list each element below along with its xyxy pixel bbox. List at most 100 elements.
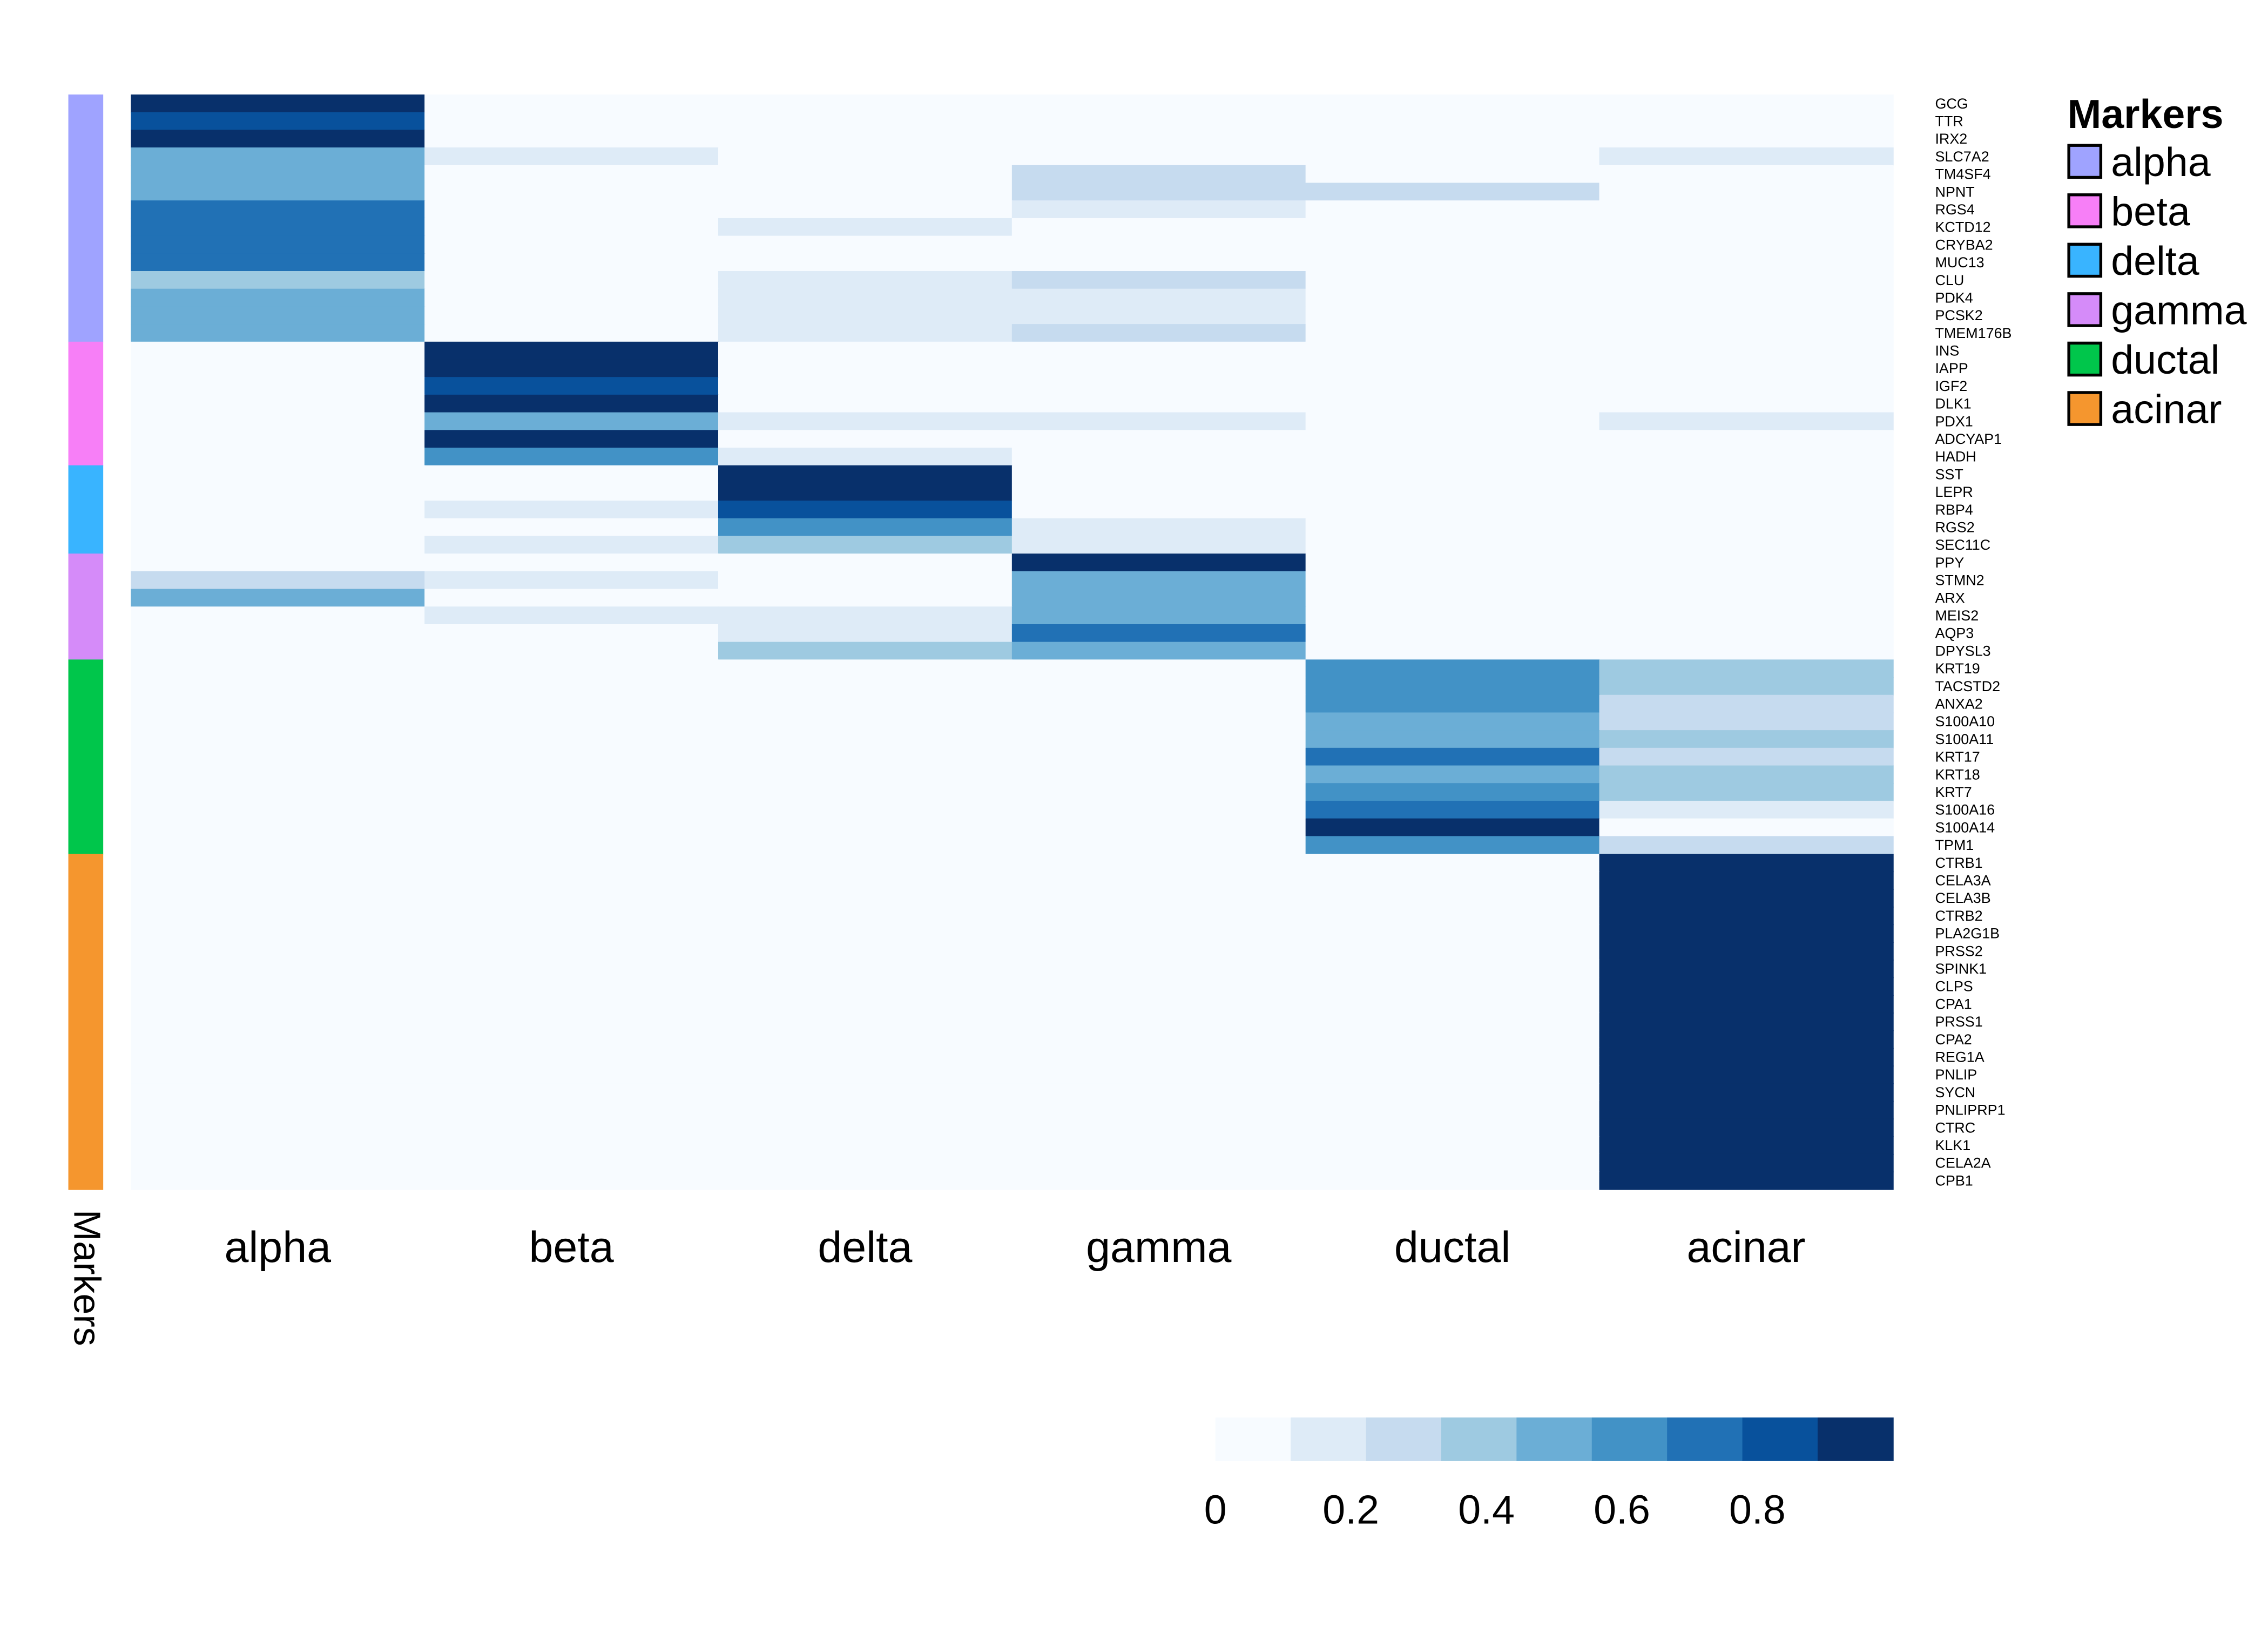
heatmap-cell bbox=[1599, 624, 1894, 643]
heatmap-cell bbox=[1011, 130, 1307, 148]
heatmap-cell bbox=[1599, 536, 1894, 555]
heatmap-cell bbox=[131, 712, 426, 731]
gene-label: PDK4 bbox=[1935, 289, 1973, 306]
heatmap-cell bbox=[1599, 836, 1894, 855]
heatmap-cell bbox=[131, 571, 426, 590]
heatmap-cell bbox=[1305, 1065, 1600, 1084]
heatmap-cell bbox=[1011, 1153, 1307, 1172]
color-scale-bin bbox=[1441, 1417, 1517, 1461]
heatmap-cell bbox=[131, 624, 426, 643]
heatmap-cell bbox=[718, 218, 1013, 237]
heatmap-cell bbox=[131, 606, 426, 625]
heatmap-cell bbox=[1599, 394, 1894, 413]
heatmap-cell bbox=[1305, 341, 1600, 360]
heatmap-cell bbox=[424, 871, 719, 890]
heatmap-cell bbox=[718, 783, 1013, 802]
heatmap-cell bbox=[424, 712, 719, 731]
gene-label: CPA1 bbox=[1935, 996, 1972, 1012]
heatmap-cell bbox=[1599, 1118, 1894, 1137]
heatmap-cell bbox=[131, 183, 426, 201]
heatmap-cell bbox=[1599, 712, 1894, 731]
gene-label: CTRB2 bbox=[1935, 908, 1982, 924]
heatmap-cell bbox=[1011, 324, 1307, 343]
heatmap-cell bbox=[1011, 1171, 1307, 1190]
heatmap-cell bbox=[424, 341, 719, 360]
gene-label: S100A14 bbox=[1935, 819, 1995, 835]
heatmap-cell bbox=[718, 553, 1013, 572]
color-scale-bin bbox=[1667, 1417, 1743, 1461]
heatmap-cell bbox=[718, 130, 1013, 148]
heatmap-cell bbox=[131, 818, 426, 837]
heatmap-cell bbox=[1599, 1136, 1894, 1155]
heatmap-cell bbox=[1305, 606, 1600, 625]
heatmap-cell bbox=[1599, 324, 1894, 343]
heatmap-cell bbox=[131, 501, 426, 519]
gene-label: CTRB1 bbox=[1935, 855, 1982, 871]
heatmap-cell bbox=[131, 394, 426, 413]
color-scale-bin bbox=[1291, 1417, 1367, 1461]
legend-swatch-gamma bbox=[2067, 292, 2103, 327]
heatmap-cell bbox=[131, 800, 426, 819]
heatmap-cell bbox=[1305, 624, 1600, 643]
heatmap-cell bbox=[718, 818, 1013, 837]
heatmap-cell bbox=[424, 200, 719, 219]
heatmap-cell bbox=[1305, 536, 1600, 555]
heatmap-cell bbox=[718, 447, 1013, 467]
heatmap-cell bbox=[1305, 942, 1600, 961]
heatmap-cell bbox=[718, 200, 1013, 219]
gene-label: PPY bbox=[1935, 555, 1964, 571]
heatmap-cell bbox=[1305, 800, 1600, 819]
gene-label: PRSS1 bbox=[1935, 1014, 1982, 1030]
legend-label: alpha bbox=[2111, 139, 2211, 185]
legend-swatch-acinar bbox=[2067, 391, 2103, 426]
heatmap-cell bbox=[131, 1030, 426, 1049]
gene-label: SEC11C bbox=[1935, 537, 1990, 553]
gene-label: PNLIPRP1 bbox=[1935, 1102, 2005, 1118]
heatmap-cell bbox=[1599, 1083, 1894, 1102]
heatmap-cell bbox=[424, 765, 719, 784]
heatmap-cell bbox=[424, 642, 719, 660]
legend-label: beta bbox=[2111, 188, 2190, 234]
gene-label: CTRC bbox=[1935, 1119, 1975, 1136]
heatmap-cell bbox=[1305, 553, 1600, 572]
heatmap-cell bbox=[1011, 624, 1307, 643]
heatmap-cell bbox=[131, 288, 426, 307]
heatmap-cell bbox=[1599, 235, 1894, 254]
heatmap-cell bbox=[1599, 589, 1894, 607]
heatmap-cell bbox=[424, 694, 719, 713]
column-label: ductal bbox=[1394, 1223, 1510, 1272]
heatmap-cell bbox=[1599, 889, 1894, 908]
heatmap-cell bbox=[718, 924, 1013, 943]
gene-label: IGF2 bbox=[1935, 378, 1967, 394]
heatmap-cell bbox=[131, 1012, 426, 1031]
heatmap-cell bbox=[718, 394, 1013, 413]
heatmap-cell bbox=[1305, 306, 1600, 325]
column-label: acinar bbox=[1686, 1223, 1805, 1272]
heatmap-cell bbox=[424, 465, 719, 484]
legend-label: gamma bbox=[2111, 287, 2246, 333]
heatmap-cell bbox=[1305, 147, 1600, 166]
gene-label: RGS2 bbox=[1935, 519, 1974, 536]
heatmap-cell bbox=[1599, 960, 1894, 978]
heatmap-cell bbox=[1305, 130, 1600, 148]
gene-label: TM4SF4 bbox=[1935, 166, 1990, 183]
heatmap-cell bbox=[131, 1171, 426, 1190]
heatmap-cell bbox=[424, 606, 719, 625]
heatmap-cell bbox=[1599, 518, 1894, 537]
heatmap-cell bbox=[1011, 1030, 1307, 1049]
gene-label: CPB1 bbox=[1935, 1172, 1973, 1189]
heatmap-cell bbox=[131, 942, 426, 961]
heatmap-cell bbox=[718, 694, 1013, 713]
gene-label: SLC7A2 bbox=[1935, 148, 1989, 165]
heatmap-cell bbox=[1011, 112, 1307, 131]
heatmap-cell bbox=[131, 960, 426, 978]
gene-label: TPM1 bbox=[1935, 837, 1974, 853]
heatmap-cell bbox=[1011, 271, 1307, 290]
heatmap-cell bbox=[1305, 1101, 1600, 1119]
heatmap-cell bbox=[131, 730, 426, 749]
heatmap-cell bbox=[718, 730, 1013, 749]
heatmap-cell bbox=[1011, 235, 1307, 254]
heatmap-cell bbox=[1011, 924, 1307, 943]
heatmap-cell bbox=[1011, 553, 1307, 572]
heatmap-cell bbox=[131, 889, 426, 908]
